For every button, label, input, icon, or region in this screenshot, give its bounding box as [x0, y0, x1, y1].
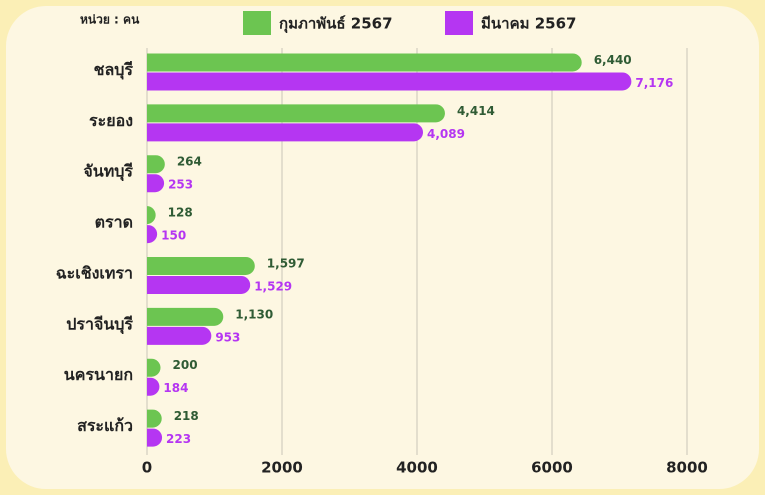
bar [147, 326, 212, 345]
value-label: 4,414 [457, 104, 495, 118]
value-label: 1,597 [267, 256, 305, 270]
unit-label: หน่วย : คน [80, 13, 140, 27]
legend-swatch [445, 11, 473, 35]
x-tick-label: 2000 [261, 459, 303, 477]
y-tick-label: นครนายก [64, 365, 133, 384]
bar [147, 155, 165, 174]
bar [147, 307, 224, 326]
y-tick-label: ชลบุรี [94, 60, 134, 80]
bar [147, 174, 165, 193]
y-tick-label: สระแก้ว [77, 416, 133, 435]
y-tick-label: ตราด [95, 213, 133, 232]
bar [147, 225, 158, 244]
value-label: 128 [168, 206, 193, 220]
bar [147, 275, 251, 294]
value-label: 150 [161, 229, 186, 243]
value-label: 1,529 [254, 279, 292, 293]
value-label: 6,440 [594, 53, 632, 67]
bar [147, 206, 156, 225]
legend-label: กุมภาพันธ์ 2567 [279, 15, 393, 34]
value-label: 264 [177, 155, 202, 169]
y-tick-label: ระยอง [89, 111, 133, 130]
x-tick-label: 8000 [666, 459, 708, 477]
x-tick-label: 0 [142, 459, 152, 477]
value-label: 200 [173, 358, 198, 372]
value-label: 953 [215, 330, 240, 344]
bar [147, 123, 424, 142]
x-tick-label: 4000 [396, 459, 438, 477]
value-label: 184 [163, 381, 188, 395]
y-tick-label: ปราจีนบุรี [66, 314, 133, 334]
legend-swatch [243, 11, 271, 35]
bar [147, 72, 632, 91]
bar [147, 377, 160, 396]
value-label: 7,176 [635, 76, 673, 90]
value-label: 4,089 [427, 127, 465, 141]
x-tick-label: 6000 [531, 459, 573, 477]
y-tick-label: ฉะเชิงเทรา [56, 263, 133, 282]
bar [147, 104, 445, 123]
value-label: 1,130 [235, 307, 273, 321]
value-label: 218 [174, 409, 199, 423]
bar [147, 256, 255, 275]
bar [147, 409, 162, 428]
y-tick-label: จันทบุรี [83, 162, 133, 182]
value-label: 253 [168, 178, 193, 192]
legend-label: มีนาคม 2567 [481, 15, 576, 33]
bar [147, 53, 582, 72]
bar [147, 358, 161, 377]
bar [147, 428, 163, 447]
value-label: 223 [166, 432, 191, 446]
